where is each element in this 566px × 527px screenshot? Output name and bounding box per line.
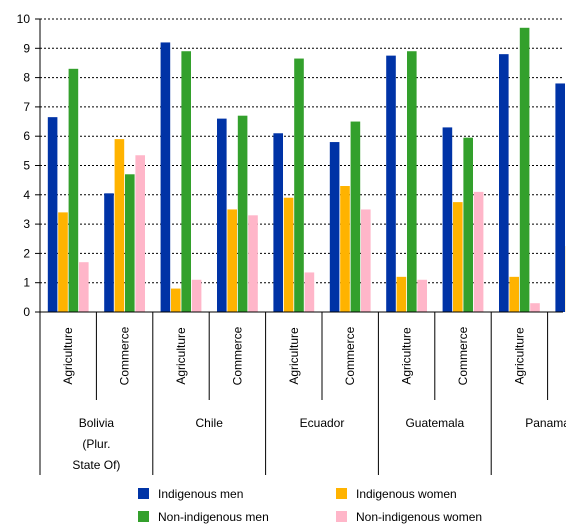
legend-label: Non-indigenous women: [356, 510, 482, 524]
bar: [396, 276, 407, 312]
y-tick-label: 6: [23, 129, 30, 143]
bar: [160, 42, 171, 312]
bar: [135, 155, 145, 312]
y-tick-label: 1: [23, 276, 30, 290]
category-label: Commerce: [456, 326, 470, 385]
legend: Indigenous men Indigenous women Non-indige…: [138, 487, 482, 524]
y-tick-label: 9: [23, 41, 30, 55]
bar: [463, 137, 473, 312]
y-tick-label: 2: [23, 246, 30, 260]
legend-swatch: [336, 511, 347, 522]
category-label: Commerce: [343, 326, 357, 385]
bar: [350, 121, 361, 312]
category-label: Agriculture: [174, 327, 188, 385]
bar: [509, 276, 519, 312]
legend-label: Indigenous women: [356, 487, 457, 501]
bar: [217, 118, 227, 313]
bar: [273, 133, 283, 312]
bar: [191, 279, 202, 312]
legend-label: Indigenous men: [158, 487, 243, 501]
bar: [68, 68, 79, 312]
bar: [283, 197, 294, 312]
bar: [453, 202, 463, 312]
bar: [555, 83, 565, 313]
group-labels: Bolivia (Plur. State Of) Chile Ecuador Guatem…: [72, 416, 566, 472]
bar: [442, 127, 453, 312]
bar: [417, 279, 427, 312]
bar: [248, 215, 258, 312]
y-tick-label: 5: [23, 159, 30, 173]
bar: [519, 27, 530, 312]
bar: [181, 51, 191, 312]
bar: [294, 58, 304, 313]
category-label: Agriculture: [512, 327, 526, 385]
bar: [340, 186, 350, 312]
bar: [530, 303, 540, 312]
bar: [58, 212, 68, 312]
bar: [114, 139, 125, 312]
group-label: State Of): [72, 458, 120, 472]
category-label: Agriculture: [400, 327, 414, 385]
group-label: Bolivia: [79, 416, 115, 430]
y-tick-label: 8: [23, 71, 30, 85]
y-tick-label: 10: [17, 12, 31, 26]
bar: [227, 209, 237, 312]
bar: [473, 191, 484, 312]
y-tick-labels: 0 1 2 3 4 5 6 7 8 9 10: [17, 12, 31, 319]
bar: [499, 54, 509, 312]
bar: [386, 55, 396, 312]
legend-label: Non-indigenous men: [158, 510, 269, 524]
group-label: Panama: [525, 416, 566, 430]
category-label: Agriculture: [287, 327, 301, 385]
axes: [35, 18, 563, 475]
bar: [237, 115, 248, 312]
bar: [304, 272, 315, 312]
legend-swatch: [138, 511, 149, 522]
bar: [79, 262, 89, 312]
x-category-labels: Agriculture Commerce Agriculture Commerce Ag…: [61, 326, 526, 385]
category-label: Agriculture: [61, 327, 75, 385]
y-tick-label: 4: [23, 188, 30, 202]
group-label: Ecuador: [300, 416, 345, 430]
bar: [361, 209, 371, 312]
y-tick-label: 7: [23, 100, 30, 114]
y-tick-label: 0: [23, 305, 30, 319]
bar: [125, 174, 135, 312]
bar: [47, 117, 58, 312]
bar: [104, 193, 114, 312]
category-label: Commerce: [230, 326, 244, 385]
bar: [171, 288, 181, 312]
y-tick-label: 3: [23, 217, 30, 231]
legend-swatch: [138, 488, 149, 499]
legend-swatch: [336, 488, 347, 499]
bars: [47, 27, 566, 313]
category-label: Commerce: [118, 326, 132, 385]
group-label: Chile: [196, 416, 224, 430]
bar: [407, 51, 417, 312]
group-label: Guatemala: [405, 416, 464, 430]
group-label: (Plur.: [82, 437, 110, 451]
bar: [329, 142, 340, 312]
